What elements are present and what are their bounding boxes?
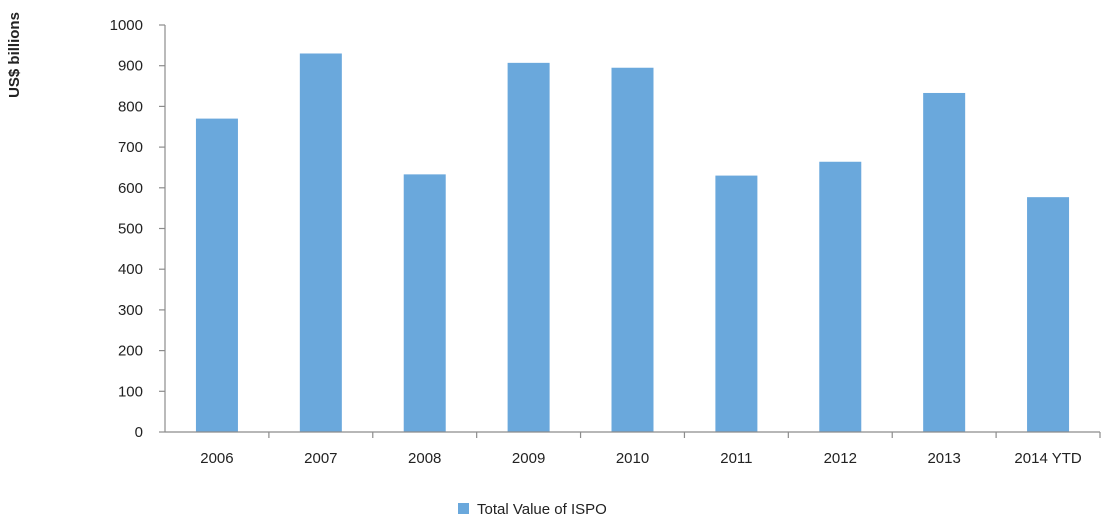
y-tick-label: 500	[118, 221, 143, 238]
legend-swatch	[458, 503, 469, 514]
x-tick-label: 2007	[304, 450, 337, 467]
y-tick-label: 700	[118, 139, 143, 156]
bar-2010	[611, 67, 654, 433]
x-tick-label: 2010	[616, 450, 649, 467]
y-ticks: 0 100 200 300 400 500 600 700 800 900 1000	[110, 17, 165, 441]
y-tick-label: 200	[118, 343, 143, 360]
bars	[195, 53, 1070, 433]
y-tick-label: 800	[118, 98, 143, 115]
bar-2007	[299, 53, 342, 433]
bar-2012	[819, 161, 862, 432]
x-tick-label: 2014 YTD	[1014, 450, 1081, 467]
y-tick-label: 1000	[110, 17, 143, 34]
bar-2011	[715, 175, 758, 432]
legend-label: Total Value of ISPO	[477, 501, 607, 518]
bar-2006	[195, 118, 238, 433]
x-tick-label: 2013	[927, 450, 960, 467]
x-tick-label: 2011	[720, 450, 752, 467]
y-tick-label: 600	[118, 180, 143, 197]
bar-2009	[507, 62, 550, 432]
x-tick-label: 2008	[408, 450, 441, 467]
y-tick-label: 0	[135, 424, 143, 441]
bar-2014-ytd	[1027, 197, 1070, 432]
legend: Total Value of ISPO	[458, 501, 607, 518]
bar-2013	[923, 92, 966, 433]
y-tick-label: 900	[118, 58, 143, 75]
y-tick-label: 400	[118, 261, 143, 278]
bar-2008	[403, 174, 446, 432]
y-tick-label: 300	[118, 302, 143, 319]
x-tick-label: 2009	[512, 450, 545, 467]
y-tick-label: 100	[118, 383, 143, 400]
x-ticks: 2006 2007 2008 2009 2010 2011 2012 2013 2014 YTD	[200, 432, 1101, 467]
x-tick-label: 2012	[824, 450, 857, 467]
x-tick-label: 2006	[200, 450, 233, 467]
y-axis-title: US$ billions	[6, 12, 23, 98]
